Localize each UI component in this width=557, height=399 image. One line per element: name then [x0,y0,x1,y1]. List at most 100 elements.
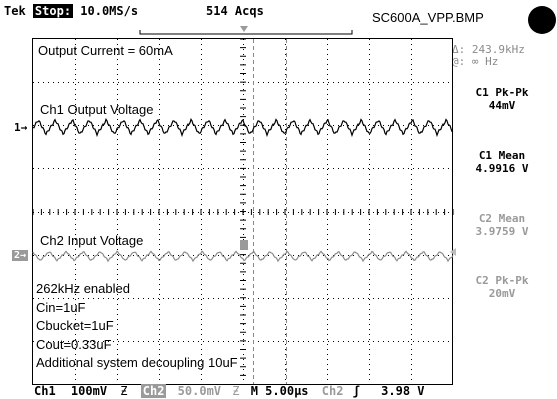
graticule-dot [411,94,412,95]
graticule-dot [201,379,202,380]
graticule-dot [368,298,369,299]
graticule-dot [75,354,76,355]
graticule-dot [193,212,194,213]
graticule-dot [348,255,349,256]
graticule-dot [117,324,118,325]
graticule-dot [308,298,309,299]
graticule-dot [243,49,244,50]
graticule-dot [243,319,244,320]
graticule-dot [201,199,202,200]
graticule-dot [123,298,124,299]
graticule-dot [373,255,374,256]
graticule-dot [327,164,328,165]
graticule-dot [343,341,344,342]
graticule-dot [117,174,118,175]
graticule-dot [143,255,144,256]
ch2-scale: 50.0mV [177,384,222,398]
graticule-dot [388,212,389,213]
graticule-dot [117,139,118,140]
graticule-dot [243,294,244,295]
graticule-dot [208,125,209,126]
graticule-dot [117,304,118,305]
graticule-dot [159,39,160,40]
graticule-dot [75,94,76,95]
graticule-dot [159,284,160,285]
graticule-dot [338,168,339,169]
graticule-dot [123,212,124,213]
graticule-dot [273,298,274,299]
graticule-dot [327,349,328,350]
graticule-dot [433,255,434,256]
graticule-dot [438,212,439,213]
graticule-dot [428,212,429,213]
graticule-dot [58,298,59,299]
graticule-dot [327,299,328,300]
graticule-dot [327,324,328,325]
graticule-dot [75,249,76,250]
graticule-dot [369,184,370,185]
graticule-dot [333,82,334,83]
graticule-dot [423,298,424,299]
graticule-dot [285,254,286,255]
graticule-dot [78,341,79,342]
graticule-dot [168,341,169,342]
graticule-dot [173,212,174,213]
graticule-dot [327,109,328,110]
graticule-dot [98,125,99,126]
graticule-dot [75,179,76,180]
graticule-dot [159,94,160,95]
graticule-dot [223,341,224,342]
graticule-dot [75,224,76,225]
graticule-dot [323,212,324,213]
graticule-dot [285,344,286,345]
graticule-dot [358,341,359,342]
graticule-dot [48,298,49,299]
graticule-dot [285,134,286,135]
graticule-dot [238,168,239,169]
graticule-dot [243,114,244,115]
graticule-dot [117,124,118,125]
graticule-dot [373,212,374,213]
graticule-dot [273,168,274,169]
graticule-dot [43,212,44,213]
graticule-dot [93,298,94,299]
graticule-dot [348,341,349,342]
graticule-dot [103,298,104,299]
graticule-dot [75,319,76,320]
graticule-dot [423,212,424,213]
graticule-dot [201,289,202,290]
graticule-dot [83,298,84,299]
graticule-dot [243,84,244,85]
graticule-dot [58,255,59,256]
graticule-dot [201,234,202,235]
graticule-dot [369,349,370,350]
graticule-dot [413,125,414,126]
graticule-dot [369,99,370,100]
graticule-dot [388,298,389,299]
graticule-dot [138,168,139,169]
graticule-dot [373,298,374,299]
graticule-dot [201,304,202,305]
graticule-dot [238,298,239,299]
graticule-dot [327,94,328,95]
graticule-dot [313,298,314,299]
graticule-dot [411,49,412,50]
graticule-dot [285,284,286,285]
graticule-dot [188,168,189,169]
graticule-dot [243,279,244,280]
graticule-dot [201,59,202,60]
graticule-dot [73,255,74,256]
graticule-dot [258,255,259,256]
graticule-dot [201,274,202,275]
graticule-dot [268,255,269,256]
graticule-dot [117,79,118,80]
graticule-dot [75,349,76,350]
graticule-dot [159,79,160,80]
graticule-dot [48,212,49,213]
graticule-dot [327,124,328,125]
graticule-dot [388,341,389,342]
graticule-dot [168,82,169,83]
graticule-dot [75,124,76,125]
graticule-dot [128,298,129,299]
graticule-dot [243,139,244,140]
